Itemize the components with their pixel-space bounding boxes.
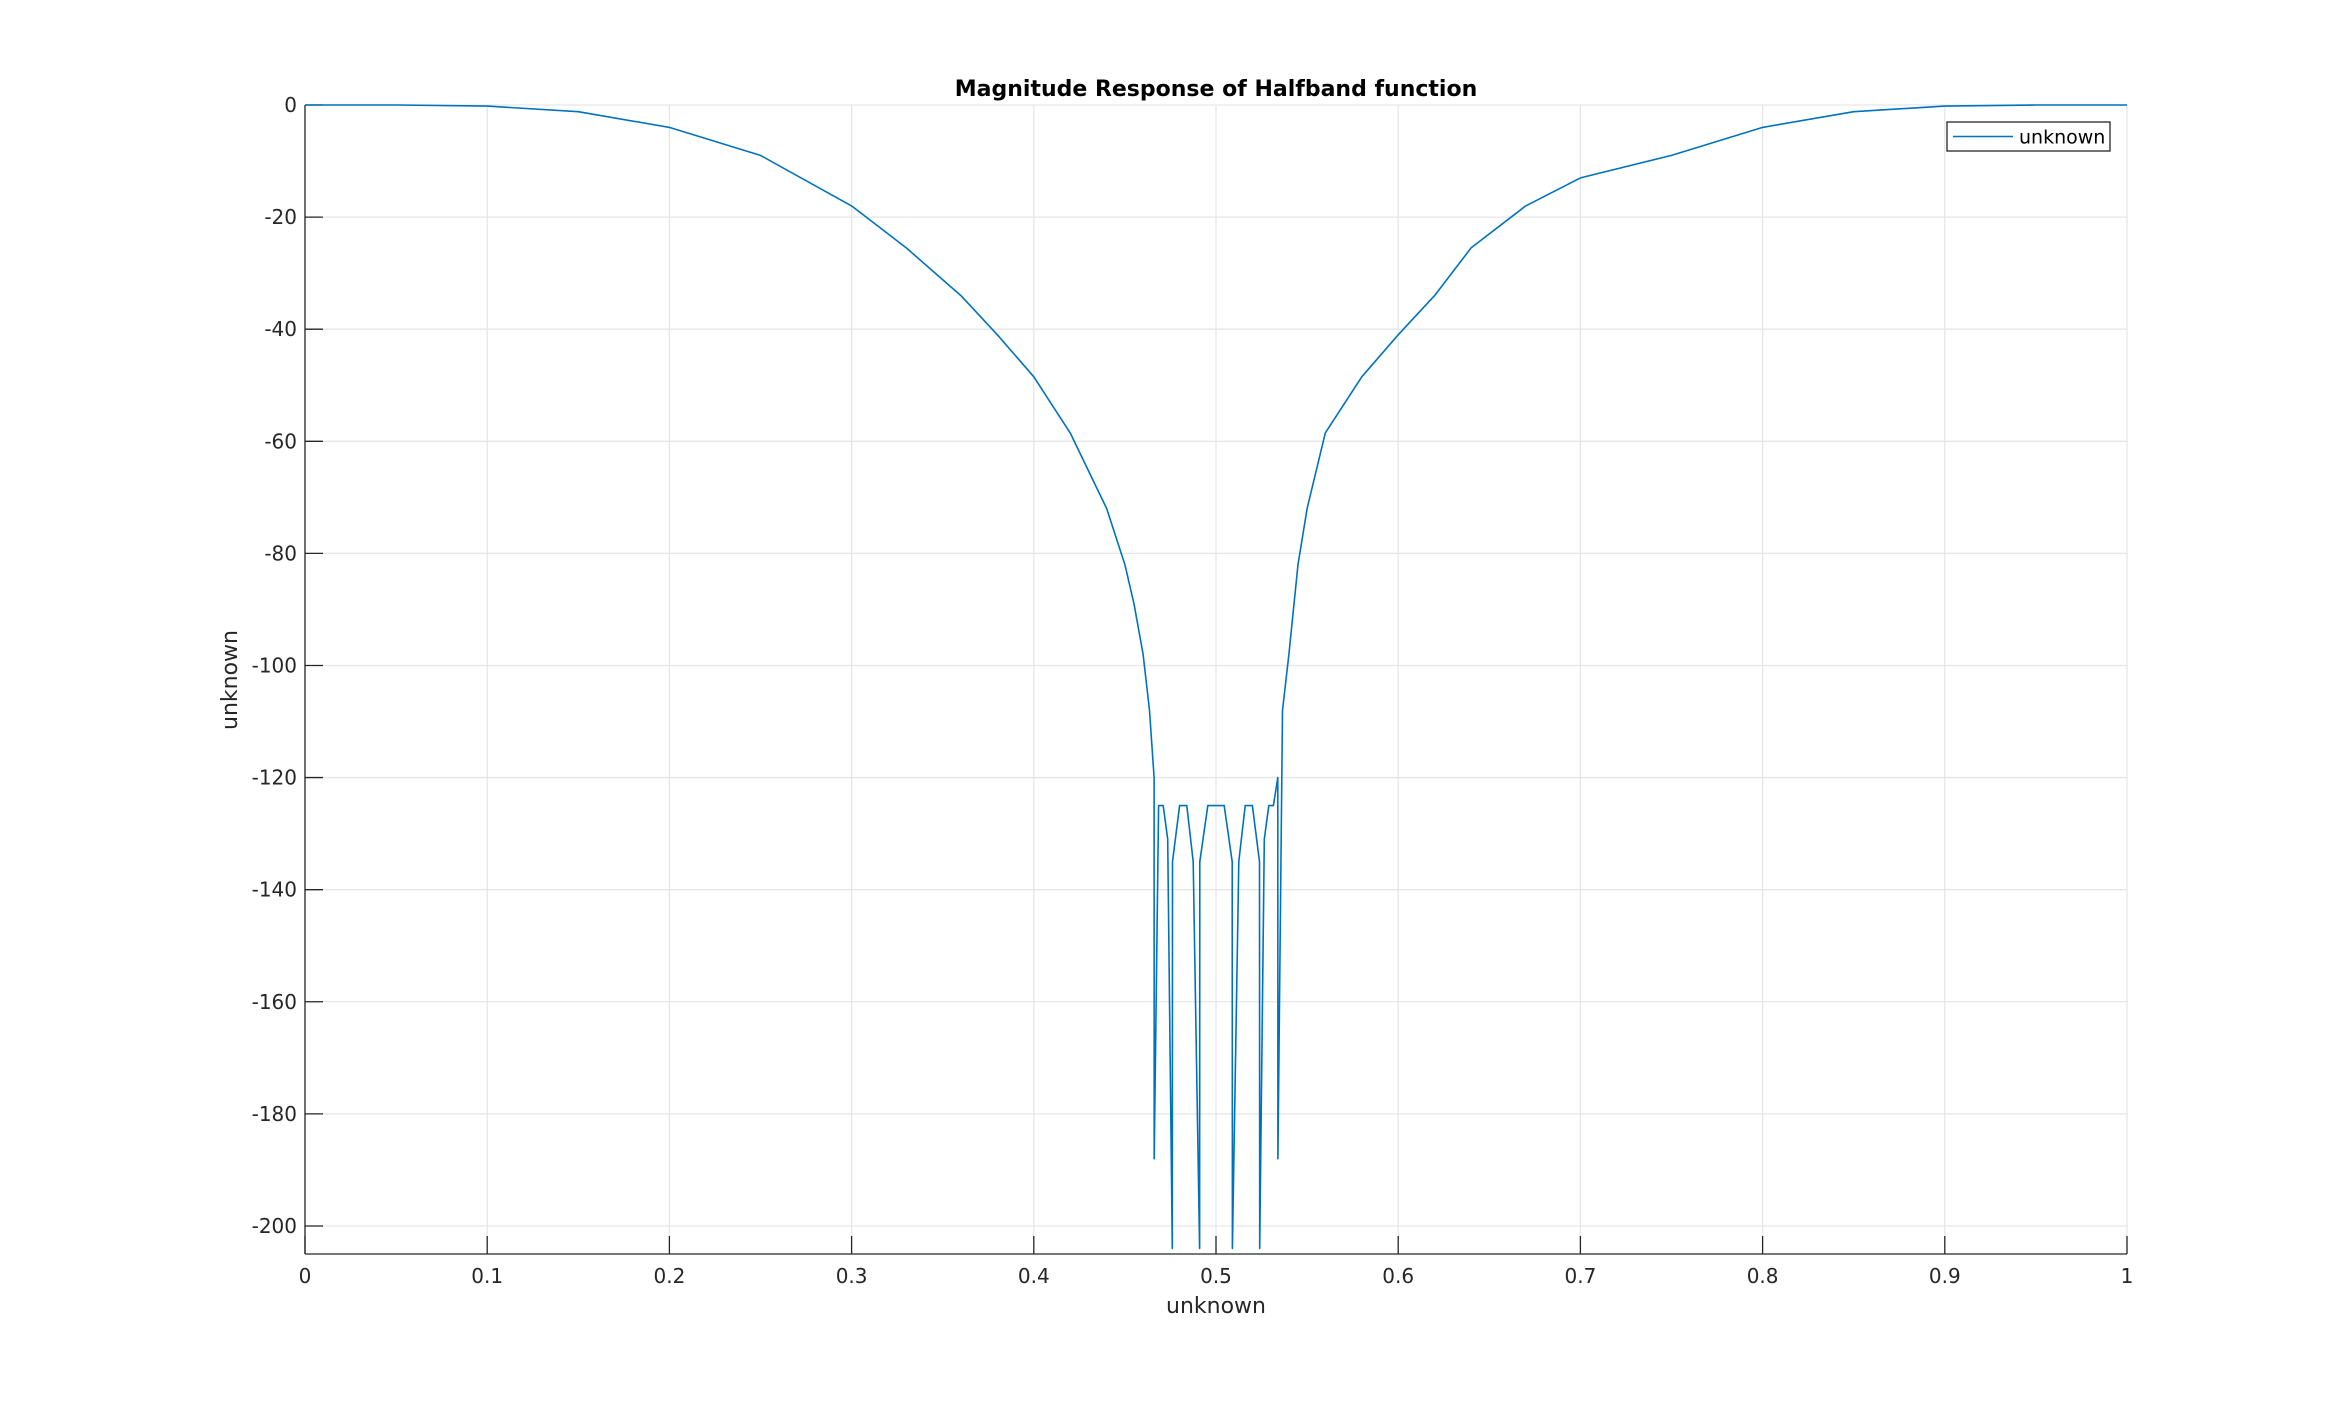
y-tick-label: 0 [284,93,297,117]
y-tick-label: -20 [264,205,297,229]
y-tick-label: -40 [264,317,297,341]
series-line [305,104,2127,1250]
x-tick-label: 0.3 [836,1264,868,1288]
chart-title: Magnitude Response of Halfband function [955,77,1478,102]
x-tick-label: 0.7 [1564,1264,1596,1288]
y-tick-label: -120 [252,766,297,790]
y-tick-label: -140 [252,878,297,902]
grid [304,104,2128,1254]
x-tick-label: 0 [299,1264,312,1288]
y-axis-label: unknown [218,630,243,730]
series-layer [305,104,2127,1250]
legend: unknown [1946,121,2111,152]
y-tick-label: -200 [252,1214,297,1238]
x-tick-label: 0.4 [1018,1264,1050,1288]
y-tick-label: -100 [252,653,297,677]
y-tick-label: -80 [264,541,297,565]
legend-label: unknown [2019,127,2105,149]
y-tick-label: -180 [252,1102,297,1126]
x-axis-label: unknown [1166,1294,1266,1319]
x-tick-label: 1 [2121,1264,2134,1288]
x-tick-label: 0.2 [653,1264,685,1288]
x-tick-label: 0.9 [1929,1264,1961,1288]
y-tick-label: -160 [252,990,297,1014]
y-tick-label: -60 [264,429,297,453]
x-tick-label: 0.8 [1747,1264,1779,1288]
x-tick-label: 0.5 [1200,1264,1232,1288]
x-tick-label: 0.1 [471,1264,503,1288]
ticks: 0 0.1 0.2 0.3 0.4 0.5 0.6 0.7 0.8 0.9 1 0 -20 -40 -60 -… [252,93,2134,1288]
x-tick-label: 0.6 [1382,1264,1414,1288]
